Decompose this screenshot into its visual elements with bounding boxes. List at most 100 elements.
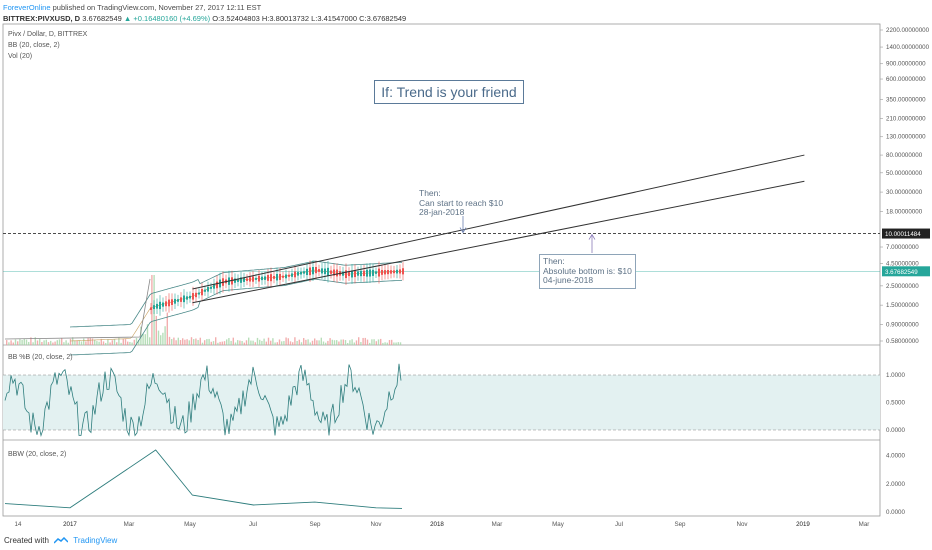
volume-bar xyxy=(105,342,107,345)
high-value: H:3.80013732 xyxy=(261,14,310,23)
volume-bar xyxy=(135,337,138,345)
volume-bar xyxy=(336,340,338,345)
volume-bar xyxy=(28,341,30,345)
candle-body xyxy=(285,274,287,279)
last-price-label: 3.67682549 xyxy=(885,269,918,276)
candle-body xyxy=(399,269,401,274)
volume-bar xyxy=(30,337,32,345)
volume-bar xyxy=(362,337,364,345)
candle-body xyxy=(273,276,275,279)
candle-body xyxy=(219,279,221,288)
x-tick-label: 14 xyxy=(15,521,22,528)
candle-body xyxy=(213,284,215,289)
volume-bar xyxy=(234,342,237,345)
candle-body xyxy=(306,268,308,276)
volume-bar xyxy=(199,337,201,345)
volume-bar xyxy=(228,338,230,345)
candle-body xyxy=(318,269,320,272)
candle-body xyxy=(183,295,185,303)
volume-bar xyxy=(12,342,14,345)
candle-body xyxy=(366,269,368,277)
volume-bar xyxy=(67,342,69,345)
volume-bar xyxy=(371,339,373,345)
volume-bar xyxy=(316,340,318,345)
candle-body xyxy=(267,275,269,281)
note1-line1: Then: xyxy=(419,188,441,198)
volume-bar xyxy=(98,341,100,345)
volume-bar xyxy=(399,342,402,345)
volume-bar xyxy=(219,341,221,345)
candle-body xyxy=(360,270,362,277)
candle-body xyxy=(270,274,272,282)
bbw-legend: BBW (20, close, 2) xyxy=(8,451,67,458)
volume-bar xyxy=(226,339,228,345)
volume-bar xyxy=(349,340,351,345)
volume-bar xyxy=(32,342,34,345)
note1-line3: 28-jan-2018 xyxy=(419,207,465,217)
volume-bar xyxy=(122,338,124,345)
volume-bar xyxy=(102,341,105,345)
pctb-tick-label: 0.5000 xyxy=(886,400,905,407)
volume-bar xyxy=(19,339,21,345)
candle-body xyxy=(303,271,305,274)
candle-body xyxy=(243,277,245,282)
volume-bar xyxy=(85,341,87,345)
bb-upper-band xyxy=(69,260,403,328)
x-tick-label: Mar xyxy=(124,521,135,528)
x-tick-label: Sep xyxy=(309,521,321,528)
price-tick-label: 2.50000000 xyxy=(886,283,919,290)
volume-bar xyxy=(160,335,162,345)
volume-bar xyxy=(166,312,168,345)
volume-bar xyxy=(250,340,252,345)
candle-body xyxy=(231,277,233,285)
volume-bar xyxy=(58,339,61,345)
candle-body xyxy=(186,296,188,300)
volume-bar xyxy=(358,337,360,345)
volume-bar xyxy=(140,326,142,345)
candle-body xyxy=(279,273,281,280)
candle-body xyxy=(294,271,296,278)
volume-bar xyxy=(331,339,333,345)
volume-bar xyxy=(182,338,184,345)
volume-bar xyxy=(377,339,380,345)
price-change: ▲ +0.16480160 (+4.69%) xyxy=(123,14,211,23)
candle-body xyxy=(345,270,347,279)
volume-bar xyxy=(314,338,316,345)
candle-body xyxy=(312,267,314,275)
low-value: L:3.41547000 xyxy=(311,14,357,23)
created-with-label: Created with xyxy=(4,536,49,545)
volume-bar xyxy=(283,341,285,345)
volume-bar xyxy=(305,339,307,345)
candle-body xyxy=(234,278,236,283)
pctb-tick-label: 0.0000 xyxy=(886,427,905,434)
volume-bar xyxy=(322,341,325,345)
volume-bar xyxy=(175,340,177,345)
candle-body xyxy=(396,269,398,274)
volume-bar xyxy=(120,342,122,345)
candle-body xyxy=(255,277,257,280)
note2-line2: Absolute bottom is: $10 xyxy=(543,265,632,276)
candle-body xyxy=(240,277,242,283)
volume-bar xyxy=(195,338,197,345)
volume-bar xyxy=(157,330,160,345)
volume-bar xyxy=(221,341,223,345)
tradingview-link[interactable]: TradingView xyxy=(73,536,118,545)
volume-bar xyxy=(388,340,391,345)
volume-bar xyxy=(47,342,50,345)
volume-bar xyxy=(375,341,377,345)
volume-bar xyxy=(127,341,129,345)
price-tick-label: 210.00000000 xyxy=(886,116,926,123)
volume-bar xyxy=(76,340,78,345)
candle-body xyxy=(174,298,176,304)
volume-bar xyxy=(69,338,72,345)
volume-bar xyxy=(111,340,113,345)
volume-bar xyxy=(373,339,375,345)
candle-body xyxy=(381,269,383,275)
candle-body xyxy=(237,278,239,282)
volume-bar xyxy=(138,340,140,345)
author-link[interactable]: ForeverOnline xyxy=(3,3,51,12)
price-tick-label: 0.90000000 xyxy=(886,321,919,328)
volume-bar xyxy=(91,338,94,345)
volume-bar xyxy=(254,342,256,345)
